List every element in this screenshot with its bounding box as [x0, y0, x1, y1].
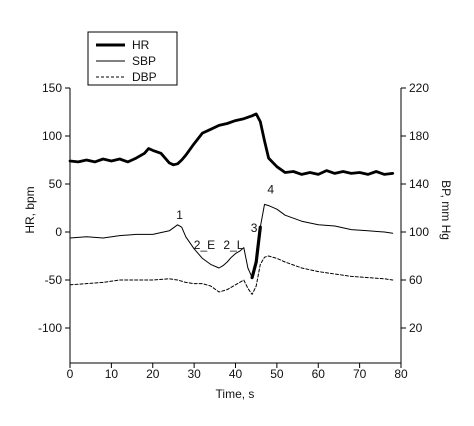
y-left-tick-label: 100: [42, 129, 62, 143]
y-axis-title-left: HR, bpm: [23, 186, 37, 233]
x-tick-label: 30: [187, 367, 201, 381]
y-right-tick-label: 140: [409, 177, 429, 191]
y-right-tick-label: 60: [409, 273, 423, 287]
axes: [69, 88, 402, 364]
legend-box: [87, 31, 178, 86]
y-right-tick-label: 220: [409, 81, 429, 95]
y-axis-title-right: BP, mm Hg: [439, 180, 453, 240]
y-right-tick-label: 100: [409, 225, 429, 239]
x-tick-label: 60: [312, 367, 326, 381]
x-tick-label: 80: [394, 367, 408, 381]
x-tick-label: 0: [67, 367, 74, 381]
y-right-tick-label: 20: [409, 321, 423, 335]
y-left-tick-label: 150: [42, 81, 62, 95]
x-tick-label: 70: [353, 367, 367, 381]
legend: HR SBP DBP: [87, 31, 178, 86]
phase-annotation: 4: [267, 183, 274, 197]
y-left-tick-label: 50: [49, 177, 63, 191]
x-tick-label: 50: [270, 367, 284, 381]
x-tick-label: 20: [146, 367, 160, 381]
series-line-hr: [68, 112, 395, 176]
y-left-tick-label: 0: [55, 225, 62, 239]
y-left-tick-label: -100: [38, 321, 62, 335]
phase-annotation: 3: [251, 221, 258, 235]
y-left-tick-label: -50: [45, 273, 63, 287]
legend-label-hr: HR: [132, 38, 150, 52]
x-tick-label: 40: [229, 367, 243, 381]
legend-label-sbp: SBP: [132, 54, 156, 68]
series-line-sbp: [69, 203, 394, 279]
phase-annotation: 2_E: [194, 238, 215, 252]
phase-annotation: 2_L: [223, 238, 243, 252]
x-tick-label: 10: [105, 367, 119, 381]
phase-annotation: 1: [176, 208, 183, 222]
series-line-dbp: [69, 255, 394, 295]
y-right-tick-label: 180: [409, 129, 429, 143]
x-axis-title: Time, s: [216, 387, 255, 401]
series-sbp-phase3-segment: [250, 225, 262, 280]
legend-label-dbp: DBP: [132, 70, 157, 84]
